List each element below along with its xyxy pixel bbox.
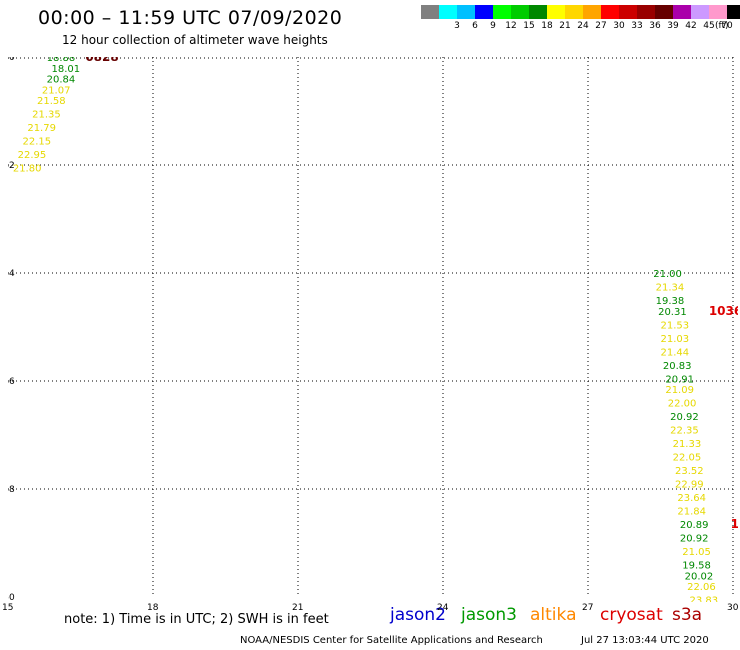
scale-swatch [493, 5, 511, 19]
scale-label: 21 [559, 21, 571, 31]
scale-swatch [529, 5, 547, 19]
altimeter-plot: -40-42-44-46-48-5018.8818.0120.8421.0721… [8, 57, 738, 602]
scale-swatch [691, 5, 709, 19]
data-point-label: 20.84 [47, 75, 76, 86]
data-point-label: 1036 [709, 304, 738, 318]
data-point-label: 22.00 [668, 399, 697, 410]
y-tick-label: -46 [8, 377, 15, 387]
data-point-label: 22.95 [18, 150, 47, 161]
data-point-label: 20.92 [680, 534, 709, 545]
page-subtitle: 12 hour collection of altimeter wave hei… [62, 33, 328, 47]
data-point-label: 20.92 [670, 412, 699, 423]
data-point-label: 22.06 [687, 582, 716, 593]
data-point-label: 21.00 [653, 269, 682, 280]
scale-unit: (ft) [715, 21, 729, 31]
x-tick-label: 30 [727, 603, 739, 613]
data-point-label: 21.58 [37, 96, 66, 107]
data-point-label: 21.34 [656, 283, 685, 294]
scale-swatch [439, 5, 457, 19]
data-point-label: 22.15 [23, 137, 52, 148]
scale-label: 42 [685, 21, 697, 31]
scale-swatch [727, 5, 740, 19]
data-point-label: 20.83 [663, 361, 692, 372]
scale-swatch [547, 5, 565, 19]
data-point-label: 21.05 [682, 547, 711, 558]
data-point-label: 22.05 [673, 453, 702, 464]
scale-swatch [637, 5, 655, 19]
note-text: note: 1) Time is in UTC; 2) SWH is in fe… [64, 612, 329, 627]
data-point-label: 19.58 [682, 561, 711, 572]
x-tick-label: 15 [2, 603, 14, 613]
scale-label: 12 [505, 21, 517, 31]
scale-swatch [601, 5, 619, 19]
data-point-label: 20.02 [685, 571, 714, 582]
y-tick-label: -44 [8, 269, 15, 279]
data-point-label: 22.35 [670, 426, 699, 437]
data-point-label: 22.99 [675, 480, 704, 491]
data-point-label: 21.03 [661, 334, 690, 345]
scale-label: 6 [472, 21, 478, 31]
data-point-label: 21.09 [665, 385, 694, 396]
scale-swatch [619, 5, 637, 19]
data-point-label: 18.88 [47, 57, 76, 64]
x-tick-label: 18 [147, 603, 159, 613]
x-tick-label: 21 [292, 603, 304, 613]
scale-swatch [655, 5, 673, 19]
legend-item-altika: altika [530, 605, 577, 625]
data-point-label: 23.83 [690, 596, 719, 602]
scale-swatch [475, 5, 493, 19]
data-point-label: 10 [731, 517, 738, 531]
data-point-label: 21.35 [32, 110, 61, 121]
scale-label: 33 [631, 21, 643, 31]
data-point-label: 1 [731, 601, 738, 602]
scale-label: 9 [490, 21, 496, 31]
scale-label: 24 [577, 21, 589, 31]
data-point-label: 0828 [85, 57, 118, 64]
footer-timestamp: Jul 27 13:03:44 UTC 2020 [581, 635, 709, 646]
scale-swatch [709, 5, 727, 19]
scale-swatch [565, 5, 583, 19]
legend-item-cryosat: cryosat [600, 605, 663, 625]
data-point-label: 20.89 [680, 520, 709, 531]
data-point-label: 20.91 [665, 374, 694, 385]
y-tick-label: -40 [8, 57, 15, 63]
legend-item-jason3: jason3 [461, 605, 517, 625]
data-point-label: 21.53 [661, 320, 690, 331]
x-tick-label: 24 [437, 603, 449, 613]
data-point-label: 19.38 [656, 296, 685, 307]
data-point-label: 18.01 [52, 64, 81, 75]
scale-swatch [457, 5, 475, 19]
x-tick-label: 27 [582, 603, 594, 613]
data-point-label: 21.79 [27, 123, 56, 134]
y-tick-label: -42 [8, 161, 15, 171]
y-tick-label: -50 [8, 593, 15, 602]
scale-label: 15 [523, 21, 535, 31]
scale-swatch [421, 5, 439, 19]
scale-label: 70 [721, 21, 733, 31]
scale-label: 3 [454, 21, 460, 31]
data-point-label: 20.31 [658, 307, 687, 318]
data-point-label: 23.64 [677, 493, 706, 504]
data-point-label: 21.84 [677, 507, 706, 518]
scale-swatch [673, 5, 691, 19]
scale-swatch [511, 5, 529, 19]
footer-credit: NOAA/NESDIS Center for Satellite Applica… [240, 635, 543, 646]
data-point-label: 21.44 [661, 347, 690, 358]
scale-label: 27 [595, 21, 607, 31]
scale-label: 39 [667, 21, 679, 31]
data-point-label: 21.07 [42, 85, 71, 96]
legend-item-s3a: s3a [672, 605, 703, 625]
scale-label: 30 [613, 21, 625, 31]
y-tick-label: -48 [8, 485, 15, 495]
page-title: 00:00 – 11:59 UTC 07/09/2020 [38, 7, 343, 29]
data-point-label: 21.33 [673, 439, 702, 450]
data-point-label: 23.52 [675, 466, 704, 477]
scale-label: 18 [541, 21, 553, 31]
scale-label: 45 [703, 21, 715, 31]
data-point-label: 21.80 [13, 164, 42, 175]
legend-item-jason2: jason2 [390, 605, 446, 625]
scale-swatch [583, 5, 601, 19]
scale-label: 36 [649, 21, 661, 31]
